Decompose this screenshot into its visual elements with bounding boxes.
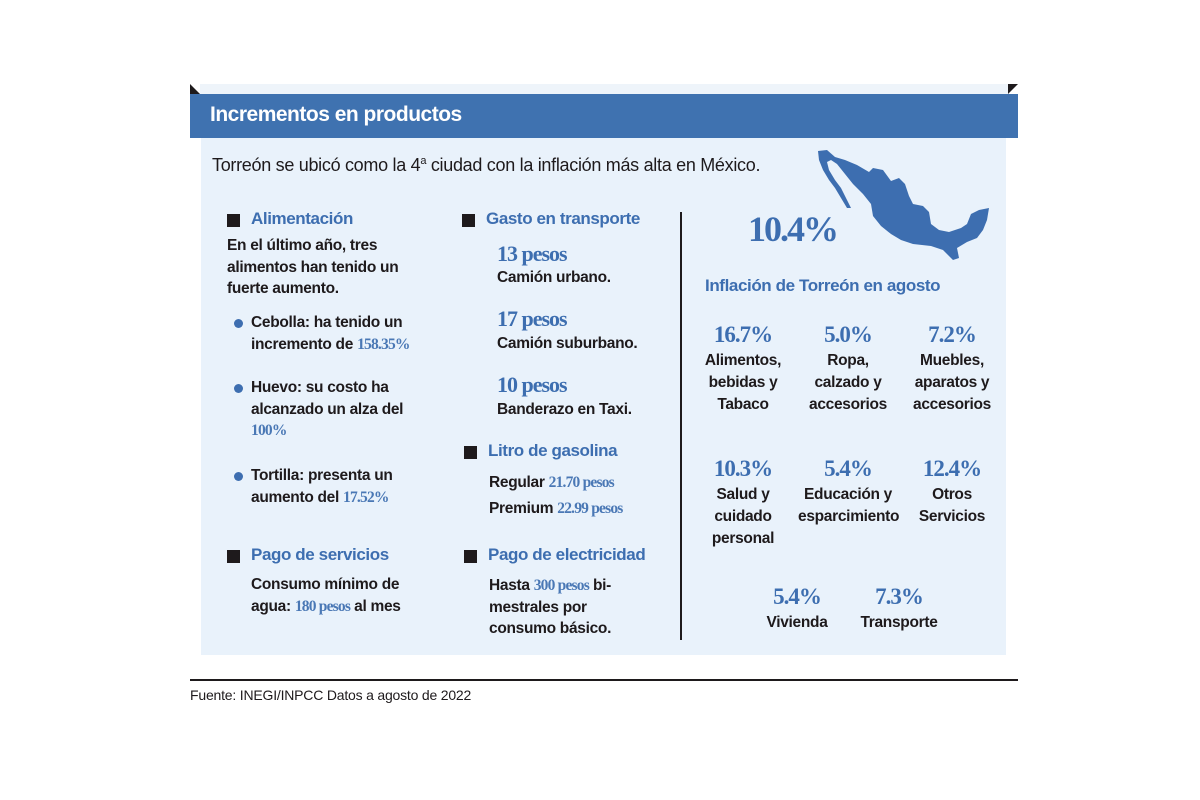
section-square-icon bbox=[227, 550, 240, 563]
transporte-label-1: Camión urbano. bbox=[497, 269, 611, 286]
category-pct: 7.2% bbox=[928, 322, 977, 347]
section-title-electricidad: Pago de electricidad bbox=[488, 545, 646, 564]
gasolina-label: Regular bbox=[489, 474, 545, 491]
gasolina-premium: Premium 22.99 pesos bbox=[489, 498, 623, 520]
header-band: Incrementos en productos bbox=[190, 94, 1018, 138]
servicios-post: al mes bbox=[354, 597, 401, 615]
category-item: 7.2% Muebles, aparatos y accesorios bbox=[902, 320, 1002, 416]
category-item: 10.3% Salud y cuidado personal bbox=[693, 454, 793, 550]
item-text: Huevo: su costo ha alcanzado un alza del bbox=[251, 379, 404, 418]
category-pct: 12.4% bbox=[922, 456, 982, 481]
alimentacion-intro: En el último año, tres alimentos han ten… bbox=[227, 237, 399, 297]
page-title: Incrementos en productos bbox=[210, 103, 462, 126]
corner-mark-left bbox=[190, 84, 200, 94]
category-item: 16.7% Alimentos, bebidas y Tabaco bbox=[693, 320, 793, 416]
category-label: Otros Servicios bbox=[918, 486, 986, 525]
electricidad-post: bi-mestrales por consumo básico. bbox=[489, 577, 612, 637]
section-title-transporte: Gasto en transporte bbox=[486, 209, 640, 228]
section-title-servicios: Pago de servicios bbox=[251, 545, 389, 564]
category-label: Transporte bbox=[860, 614, 938, 631]
transporte-label-2: Camión suburbano. bbox=[497, 335, 638, 352]
category-item: 5.0% Ropa, calzado y accesorios bbox=[798, 320, 898, 416]
corner-mark-right bbox=[1008, 84, 1018, 94]
category-label: Alimentos, bebidas y Tabaco bbox=[704, 352, 782, 413]
gasolina-value: 21.70 pesos bbox=[548, 474, 615, 491]
subtitle-post: ciudad con la inflación más alta en Méxi… bbox=[426, 155, 761, 175]
category-label: Salud y cuidado personal bbox=[711, 486, 775, 547]
item-text: Tortilla: presenta un aumento del bbox=[251, 467, 393, 506]
electricidad-text: Hasta 300 pesos bi-mestrales por consumo… bbox=[489, 575, 654, 640]
category-label: Ropa, calzado y accesorios bbox=[809, 352, 887, 413]
list-item-huevo: Huevo: su costo ha alcanzado un alza del… bbox=[251, 377, 431, 442]
item-text: Cebolla: ha tenido un incremento de bbox=[251, 314, 403, 353]
footer-rule bbox=[190, 679, 1018, 681]
list-item-cebolla: Cebolla: ha tenido un incremento de 158.… bbox=[251, 312, 431, 355]
item-value: 158.35% bbox=[357, 335, 410, 353]
transporte-value-1: 13 pesos bbox=[497, 241, 568, 266]
section-title-gasolina: Litro de gasolina bbox=[488, 441, 618, 460]
category-pct: 16.7% bbox=[713, 322, 773, 347]
transporte-label-3: Banderazo en Taxi. bbox=[497, 401, 632, 418]
category-item: 5.4% Educación y esparcimiento bbox=[798, 454, 900, 528]
gasolina-regular: Regular 21.70 pesos bbox=[489, 472, 615, 494]
subtitle-pre: Torreón se ubicó como la 4 bbox=[212, 155, 421, 175]
transporte-value-2: 17 pesos bbox=[497, 306, 568, 331]
item-value: 17.52% bbox=[343, 488, 389, 506]
category-item: 12.4% Otros Servicios bbox=[902, 454, 1002, 528]
servicios-pre: Consumo mínimo de agua: bbox=[251, 576, 400, 615]
category-label: Vivienda bbox=[766, 614, 828, 631]
top-strip bbox=[200, 84, 1008, 94]
electricidad-pre: Hasta bbox=[489, 577, 530, 594]
subtitle-sup: a bbox=[420, 155, 427, 167]
category-pct: 7.3% bbox=[875, 584, 924, 609]
category-pct: 5.4% bbox=[824, 456, 873, 481]
headline-inflation: 10.4% bbox=[748, 209, 839, 249]
bullet-icon bbox=[234, 384, 243, 393]
category-label: Muebles, aparatos y accesorios bbox=[913, 352, 991, 413]
servicios-value: 180 pesos bbox=[294, 597, 351, 615]
bullet-icon bbox=[234, 319, 243, 328]
source-note: Fuente: INEGI/INPCC Datos a agosto de 20… bbox=[190, 687, 472, 703]
servicios-text: Consumo mínimo de agua: 180 pesos al mes bbox=[251, 574, 411, 617]
item-value: 100% bbox=[251, 422, 287, 439]
gasolina-label: Premium bbox=[489, 500, 554, 517]
list-item-tortilla: Tortilla: presenta un aumento del 17.52% bbox=[251, 465, 431, 508]
category-pct: 10.3% bbox=[713, 456, 773, 481]
category-item: 5.4% Vivienda bbox=[747, 582, 847, 634]
electricidad-value: 300 pesos bbox=[533, 577, 590, 594]
category-item: 7.3% Transporte bbox=[849, 582, 949, 634]
gasolina-value: 22.99 pesos bbox=[557, 500, 623, 517]
column-divider bbox=[680, 212, 682, 640]
inflation-title: Inflación de Torreón en agosto bbox=[705, 276, 941, 295]
section-square-icon bbox=[227, 214, 240, 227]
category-pct: 5.4% bbox=[773, 584, 822, 609]
mexico-map-icon bbox=[818, 150, 989, 260]
category-label: Educación y esparcimiento bbox=[798, 486, 900, 525]
section-title-alimentacion: Alimentación bbox=[251, 209, 353, 228]
section-square-icon bbox=[462, 214, 475, 227]
info-panel: Torreón se ubicó como la 4a ciudad con l… bbox=[201, 138, 1006, 655]
subtitle: Torreón se ubicó como la 4a ciudad con l… bbox=[212, 155, 760, 176]
transporte-value-3: 10 pesos bbox=[497, 372, 568, 397]
bullet-icon bbox=[234, 472, 243, 481]
section-square-icon bbox=[464, 446, 477, 459]
category-pct: 5.0% bbox=[824, 322, 873, 347]
section-square-icon bbox=[464, 550, 477, 563]
